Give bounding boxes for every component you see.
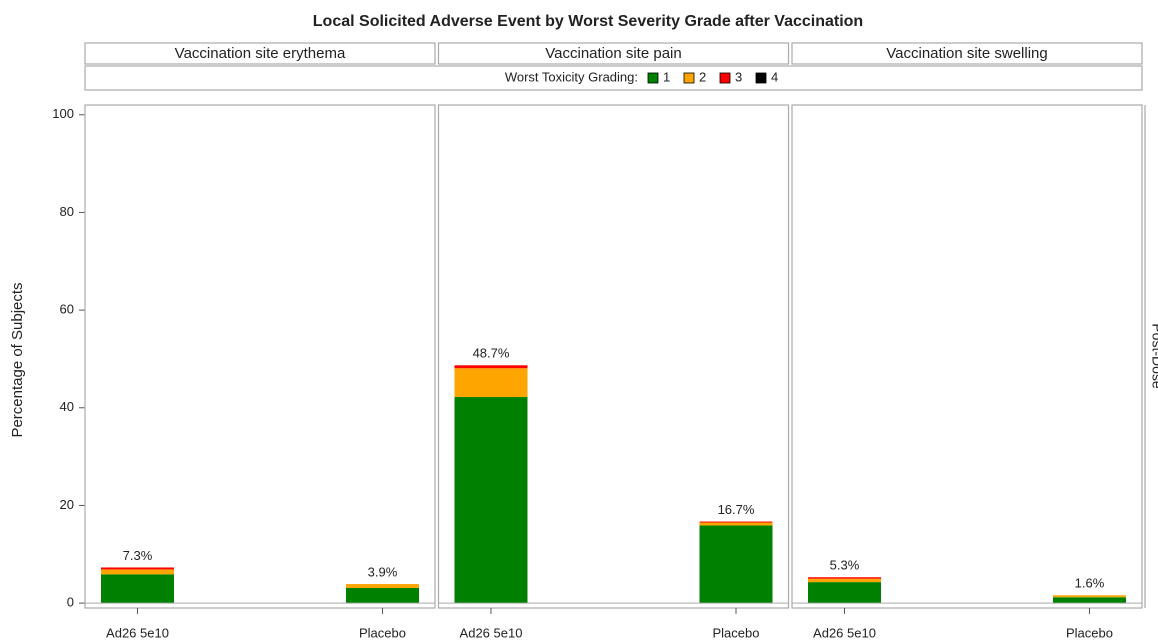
- row-label: Post-Dose: [1149, 323, 1158, 389]
- total-label: 16.7%: [718, 502, 755, 517]
- legend-swatch: [755, 72, 767, 84]
- total-label: 7.3%: [123, 548, 153, 563]
- legend-label: 1: [663, 69, 670, 84]
- bar-segment: [808, 578, 881, 583]
- bar-segment: [1053, 595, 1126, 598]
- y-axis-label: Percentage of Subjects: [9, 282, 26, 437]
- bar-segment: [346, 584, 419, 588]
- x-tick-label: Ad26 5e10: [460, 625, 523, 640]
- panel-frame: [791, 104, 1143, 609]
- x-tick-label: Placebo: [359, 625, 406, 640]
- total-label: 3.9%: [368, 565, 398, 580]
- y-tick-label: 80: [60, 204, 74, 219]
- legend-label: 2: [699, 69, 706, 84]
- y-tick-label: 20: [60, 497, 74, 512]
- panel-frame: [84, 104, 436, 609]
- y-tick-label: 60: [60, 302, 74, 317]
- bar-segment: [808, 577, 881, 579]
- bar-segment: [454, 397, 528, 604]
- bar-segment: [101, 574, 174, 604]
- legend-swatch: [683, 72, 695, 84]
- legend-label: 3: [735, 69, 742, 84]
- bar-segment: [699, 525, 773, 604]
- legend-swatch: [719, 72, 731, 84]
- total-label: 5.3%: [830, 558, 860, 573]
- x-tick-label: Placebo: [1066, 625, 1113, 640]
- x-tick-label: Placebo: [713, 625, 760, 640]
- y-tick-label: 100: [52, 106, 74, 121]
- bar-segment: [454, 365, 528, 369]
- x-tick-label: Ad26 5e10: [813, 625, 876, 640]
- chart-title: Local Solicited Adverse Event by Worst S…: [313, 13, 863, 30]
- legend-title: Worst Toxicity Grading:: [505, 69, 638, 84]
- bar-segment: [454, 368, 528, 398]
- panel-header: [437, 42, 790, 65]
- bar-segment: [101, 567, 174, 570]
- y-tick-label: 40: [60, 399, 74, 414]
- bar-segment: [699, 521, 773, 523]
- panel-header: [791, 42, 1143, 65]
- legend-swatch: [647, 72, 659, 84]
- legend-box: [84, 65, 1143, 91]
- y-tick-label: 0: [67, 595, 74, 610]
- panel-frame: [437, 104, 790, 609]
- panel-title: Vaccination site swelling: [886, 45, 1047, 62]
- bar-segment: [808, 582, 881, 604]
- bar-segment: [346, 587, 419, 604]
- panel-title: Vaccination site erythema: [175, 45, 346, 62]
- bar-segment: [699, 522, 773, 526]
- legend-label: 4: [771, 69, 778, 84]
- bar-segment: [101, 569, 174, 575]
- x-tick-label: Ad26 5e10: [106, 625, 169, 640]
- panel-title: Vaccination site pain: [545, 45, 681, 62]
- panel-header: [84, 42, 436, 65]
- total-label: 48.7%: [473, 346, 510, 361]
- total-label: 1.6%: [1075, 576, 1105, 591]
- bar-segment: [1053, 597, 1126, 604]
